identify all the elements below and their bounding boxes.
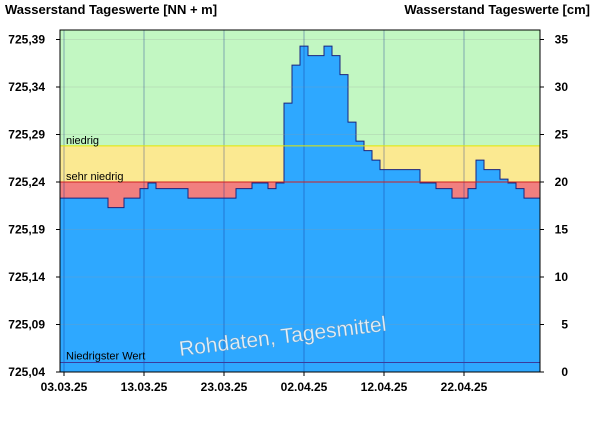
x-tick-label-2: 23.03.25 bbox=[201, 380, 248, 394]
left-tick-label-4: 725,19 bbox=[8, 223, 45, 237]
x-tick-label-5: 22.04.25 bbox=[441, 380, 488, 394]
right-tick-label-3: 20 bbox=[555, 175, 569, 189]
left-tick-label-1: 725,34 bbox=[8, 80, 45, 94]
right-tick-label-6: 5 bbox=[561, 318, 568, 332]
right-tick-label-7: 0 bbox=[561, 365, 568, 379]
left-tick-label-3: 725,24 bbox=[8, 175, 45, 189]
zone-label-2: sehr niedrig bbox=[66, 171, 123, 183]
water-level-series bbox=[60, 45, 540, 373]
left-tick-label-0: 725,39 bbox=[8, 33, 45, 47]
x-tick-label-4: 12.04.25 bbox=[361, 380, 408, 394]
x-tick-label-1: 13.03.25 bbox=[121, 380, 168, 394]
left-tick-label-6: 725,09 bbox=[8, 318, 45, 332]
right-tick-label-4: 15 bbox=[555, 223, 569, 237]
series-area-0 bbox=[60, 46, 540, 373]
left-axis-ticks: 725,39 725,34 725,29 725,24 725,19 725,14 725,… bbox=[8, 33, 60, 379]
x-axis-ticks: 03.03.25 13.03.25 23.03.25 02.04.25 12.04.25… bbox=[41, 372, 488, 394]
right-tick-label-2: 25 bbox=[555, 128, 569, 142]
reference-label-0: Niedrigster Wert bbox=[66, 351, 145, 363]
right-axis-ticks: 35 30 25 20 15 10 5 0 bbox=[540, 33, 569, 379]
zone-labels: niedrig sehr niedrig Niedrigster Wert bbox=[66, 135, 145, 363]
gridlines bbox=[60, 30, 540, 372]
x-tick-label-0: 03.03.25 bbox=[41, 380, 88, 394]
zone-label-1: niedrig bbox=[66, 135, 99, 147]
left-tick-label-5: 725,14 bbox=[8, 270, 45, 284]
right-tick-label-0: 35 bbox=[555, 33, 569, 47]
series-outline-0 bbox=[60, 45, 540, 209]
left-axis-title: Wasserstand Tageswerte [NN + m] bbox=[5, 2, 217, 17]
x-tick-label-3: 02.04.25 bbox=[281, 380, 328, 394]
right-tick-label-1: 30 bbox=[555, 80, 569, 94]
reference-lines bbox=[60, 145, 540, 363]
left-tick-label-7: 725,04 bbox=[8, 365, 45, 379]
plot-frame bbox=[59, 29, 541, 373]
left-tick-label-2: 725,29 bbox=[8, 128, 45, 142]
right-tick-label-5: 10 bbox=[555, 270, 569, 284]
right-axis-title: Wasserstand Tageswerte [cm] bbox=[404, 2, 590, 17]
